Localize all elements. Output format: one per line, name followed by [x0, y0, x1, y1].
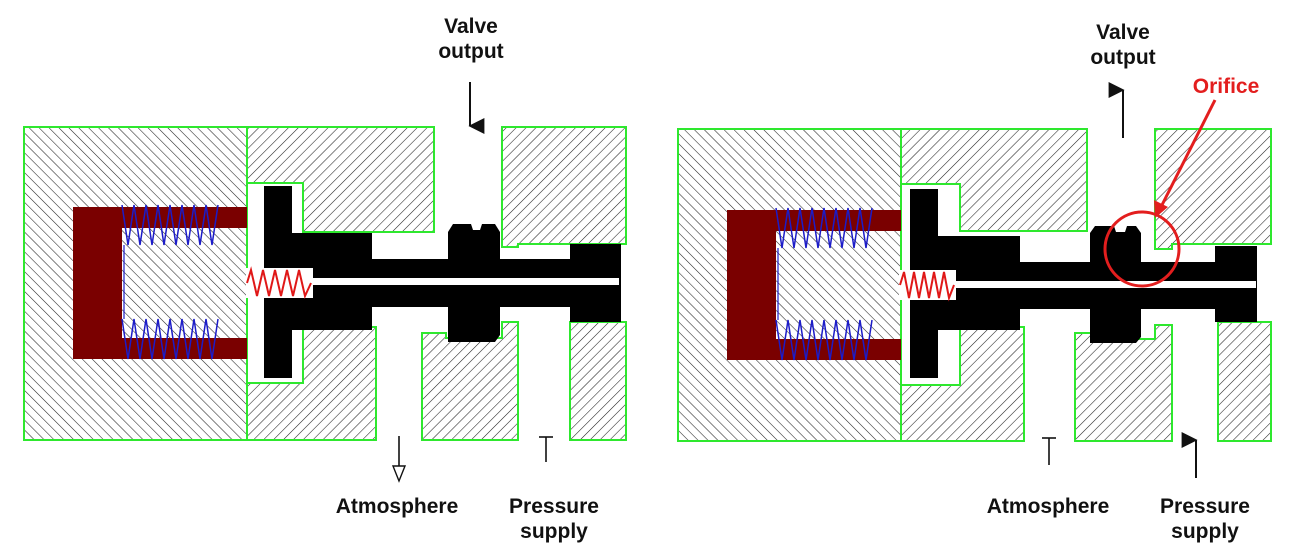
left-lower-blue-spring [121, 318, 219, 360]
right-spool-stem [956, 281, 1256, 288]
right-pressure-supply-label: Pressure supply [1160, 494, 1250, 544]
left-lower-middle-block [421, 321, 519, 441]
right-diaphragm [727, 210, 901, 360]
right-valve-diagram [677, 82, 1272, 478]
left-diaphragm-housing [23, 126, 248, 441]
left-upper-body-block [246, 126, 435, 233]
left-atmosphere-label: Atmosphere [335, 495, 459, 518]
left-pressure-supply-label: Pressure supply [509, 494, 599, 544]
right-upper-blue-spring [775, 207, 873, 249]
left-valve-output-line2: output [438, 40, 504, 63]
right-valve-output-line2: output [1090, 46, 1156, 69]
right-red-spring [899, 271, 955, 302]
left-upper-right-block [501, 126, 627, 248]
right-upper-body-block [900, 128, 1088, 232]
right-lower-right-block [1217, 321, 1272, 442]
left-lower-right-block [569, 321, 627, 441]
right-valve-output-label: Valve output [1090, 20, 1155, 70]
left-red-spring [246, 266, 312, 300]
left-lower-body-block [246, 326, 377, 441]
left-valve-output-line1: Valve [444, 15, 498, 38]
right-pressure-supply-line1: Pressure [1160, 495, 1250, 518]
left-atmosphere-arrowhead [391, 465, 407, 483]
right-upper-right-block [1154, 128, 1272, 250]
left-upper-blue-spring [121, 204, 219, 246]
orifice-pointer-head [1154, 200, 1168, 218]
left-valve-output-label: Valve output [438, 14, 503, 64]
right-valve-output-line1: Valve [1096, 21, 1150, 44]
right-pressure-supply-line2: supply [1171, 520, 1239, 543]
left-pressure-supply-line2: supply [520, 520, 588, 543]
right-lower-blue-spring [775, 319, 873, 361]
left-spool-stem [312, 278, 619, 285]
orifice-pointer [1160, 99, 1217, 206]
right-diaphragm-housing [677, 128, 902, 442]
left-pressure-supply-line1: Pressure [509, 495, 599, 518]
right-lower-body-block [900, 326, 1025, 442]
orifice-label: Orifice [1192, 75, 1260, 98]
left-diaphragm [73, 207, 247, 359]
right-atmosphere-label: Atmosphere [986, 495, 1110, 518]
orifice-circle [1103, 210, 1181, 288]
left-valve-diagram [23, 82, 627, 483]
